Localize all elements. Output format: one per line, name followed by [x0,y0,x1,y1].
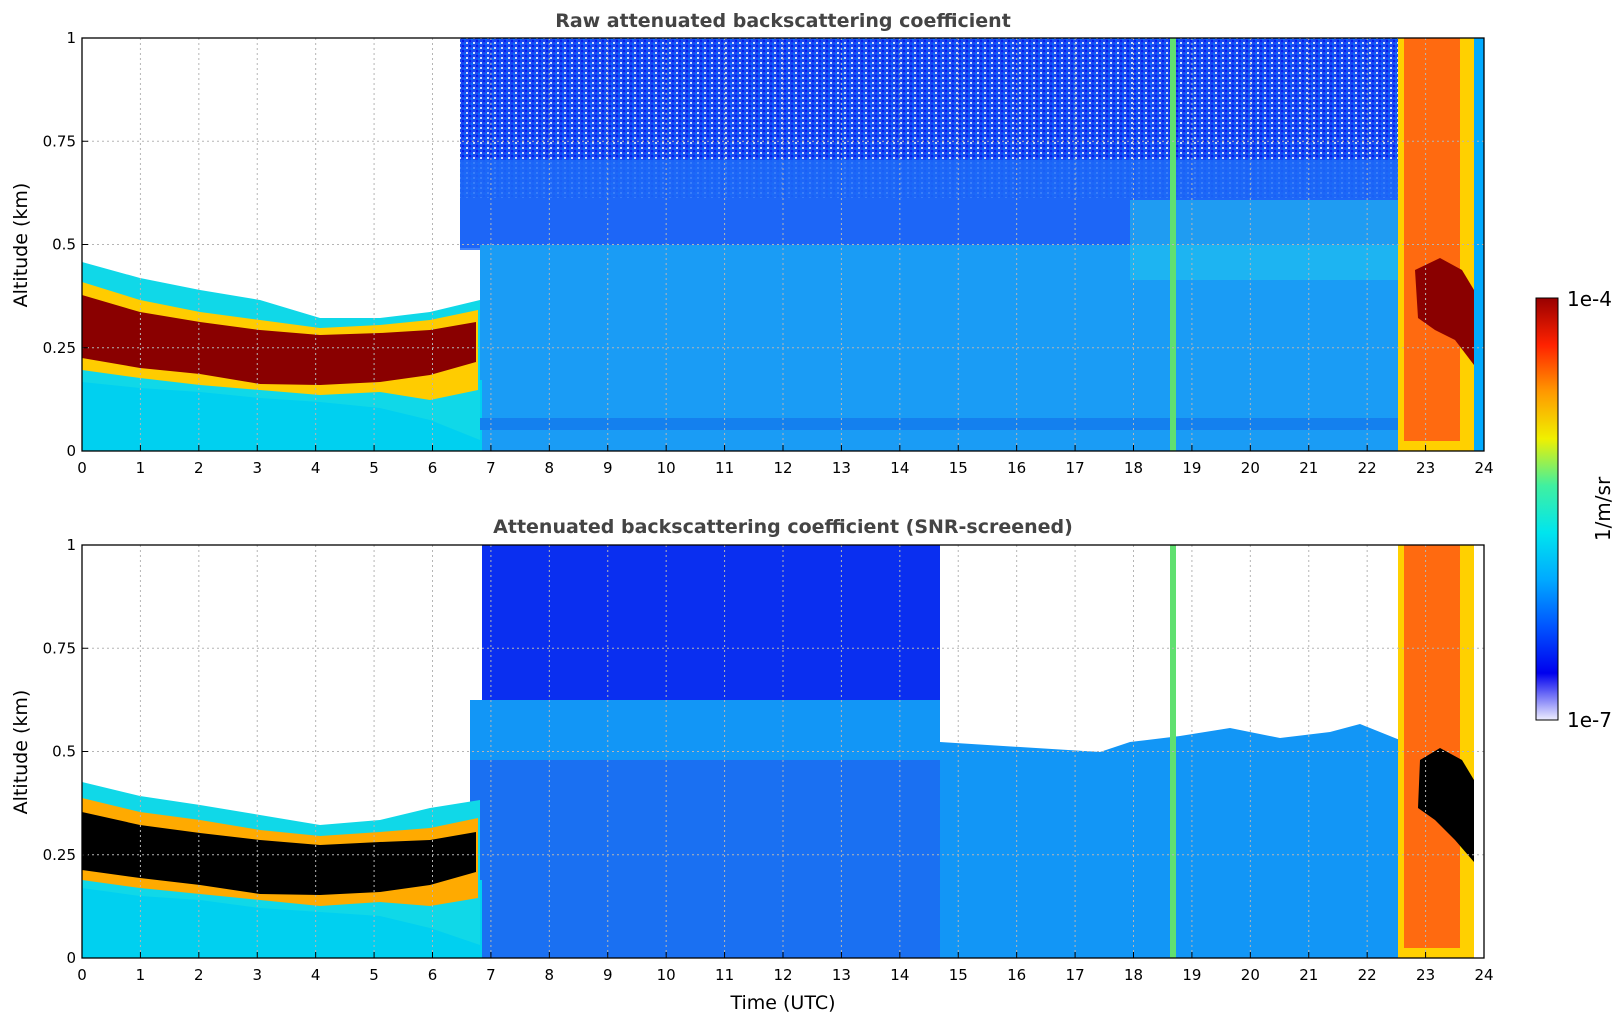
screened-x-tick-label: 23 [1416,966,1435,984]
screened-x-tick-label: 0 [77,966,87,984]
raw-x-tick-label: 19 [1182,459,1201,477]
raw-x-tick-label: 0 [77,459,87,477]
raw-y-axis-label: Altitude (km) [10,183,32,308]
raw-x-tick-label: 17 [1066,459,1085,477]
colorbar: 1e-4 1e-7 1/m/sr [1535,287,1615,732]
raw-x-tick-label: 16 [1007,459,1026,477]
raw-x-tick-label: 22 [1358,459,1377,477]
raw-y-tick-label: 0 [66,442,76,460]
screened-x-tick-label: 9 [603,966,613,984]
screened-x-tick-label: 16 [1007,966,1026,984]
screened-x-tick-label: 19 [1182,966,1201,984]
screened-x-tick-label: 14 [890,966,909,984]
raw-x-tick-label: 13 [832,459,851,477]
raw-x-tick-label: 10 [657,459,676,477]
raw-x-tick-label: 6 [428,459,438,477]
raw-backscatter-panel: Raw attenuated backscattering coefficien… [10,10,1494,477]
raw-x-tick-label: 23 [1416,459,1435,477]
raw-fog-layer [82,295,476,385]
colorbar-unit-label: 1/m/sr [1591,476,1615,541]
screened-cloud-dense [1418,748,1474,862]
screened-y-tick-label: 0.25 [43,846,76,864]
screened-x-tick-label: 11 [715,966,734,984]
raw-y-tick-label: 0.25 [43,339,76,357]
raw-x-tick-label: 20 [1241,459,1260,477]
screened-x-tick-label: 21 [1299,966,1318,984]
screened-x-tick-label: 24 [1474,966,1493,984]
raw-x-tick-label: 1 [136,459,146,477]
screened-cloud-core [1404,545,1460,948]
raw-x-tick-label: 3 [252,459,262,477]
screened-x-tick-label: 4 [311,966,321,984]
raw-y-tick-label: 1 [66,29,76,47]
raw-x-ticks: 0 1 2 3 4 5 6 7 8 9 10 11 12 13 14 15 16 17 18 19 20 21 22 23 24 [77,445,1494,477]
raw-grid [82,38,1484,451]
raw-cloud-dense [1415,258,1474,365]
raw-surface-band [480,418,1405,430]
screened-x-tick-label: 2 [194,966,204,984]
raw-x-tick-label: 4 [311,459,321,477]
colorbar-min-label: 1e-7 [1567,708,1612,732]
screened-x-tick-label: 17 [1066,966,1085,984]
screened-x-tick-label: 1 [136,966,146,984]
raw-x-tick-label: 5 [369,459,379,477]
screened-x-tick-label: 22 [1358,966,1377,984]
screened-y-ticks: 0 0.25 0.5 0.75 1 [43,536,88,967]
screened-x-tick-label: 12 [773,966,792,984]
screened-y-tick-label: 0.5 [52,743,76,761]
screened-panel-title: Attenuated backscattering coefficient (S… [493,516,1073,538]
raw-x-tick-label: 8 [545,459,555,477]
screened-y-axis-label: Altitude (km) [10,690,32,815]
raw-x-tick-label: 14 [890,459,909,477]
raw-x-tick-label: 12 [773,459,792,477]
raw-cloud-core [1404,38,1460,441]
screened-x-tick-label: 7 [486,966,496,984]
screened-x-tick-label: 3 [252,966,262,984]
raw-y-ticks: 0 0.25 0.5 0.75 1 [43,29,88,460]
screened-grid [82,545,1484,958]
screened-x-tick-label: 20 [1241,966,1260,984]
screened-lower-region [470,760,940,958]
screened-backscatter-panel: Attenuated backscattering coefficient (S… [10,516,1494,1014]
screened-x-tick-label: 18 [1124,966,1143,984]
screened-y-tick-label: 1 [66,536,76,554]
raw-x-tick-label: 2 [194,459,204,477]
colorbar-max-label: 1e-4 [1567,287,1612,311]
colorbar-gradient [1535,297,1559,721]
raw-x-tick-label: 9 [603,459,613,477]
raw-x-tick-label: 18 [1124,459,1143,477]
screened-y-tick-label: 0.75 [43,639,76,657]
raw-evening-aerosol [1130,200,1410,280]
screened-x-tick-label: 13 [832,966,851,984]
screened-fog-layer [82,812,476,895]
raw-y-tick-label: 0.5 [52,236,76,254]
raw-x-tick-label: 15 [949,459,968,477]
screened-x-tick-label: 6 [428,966,438,984]
screened-x-tick-label: 15 [949,966,968,984]
screened-x-tick-label: 10 [657,966,676,984]
screened-x-tick-label: 5 [369,966,379,984]
raw-x-tick-label: 24 [1474,459,1493,477]
raw-x-tick-label: 21 [1299,459,1318,477]
screened-y-tick-label: 0 [66,949,76,967]
screened-x-tick-label: 8 [545,966,555,984]
screened-x-ticks: 0 1 2 3 4 5 6 7 8 9 10 11 12 13 14 15 16 17 18 19 20 21 22 23 24 [77,952,1494,984]
raw-x-tick-label: 7 [486,459,496,477]
raw-y-tick-label: 0.75 [43,132,76,150]
raw-panel-title: Raw attenuated backscattering coefficien… [555,10,1011,32]
x-axis-label: Time (UTC) [729,992,835,1014]
raw-x-tick-label: 11 [715,459,734,477]
